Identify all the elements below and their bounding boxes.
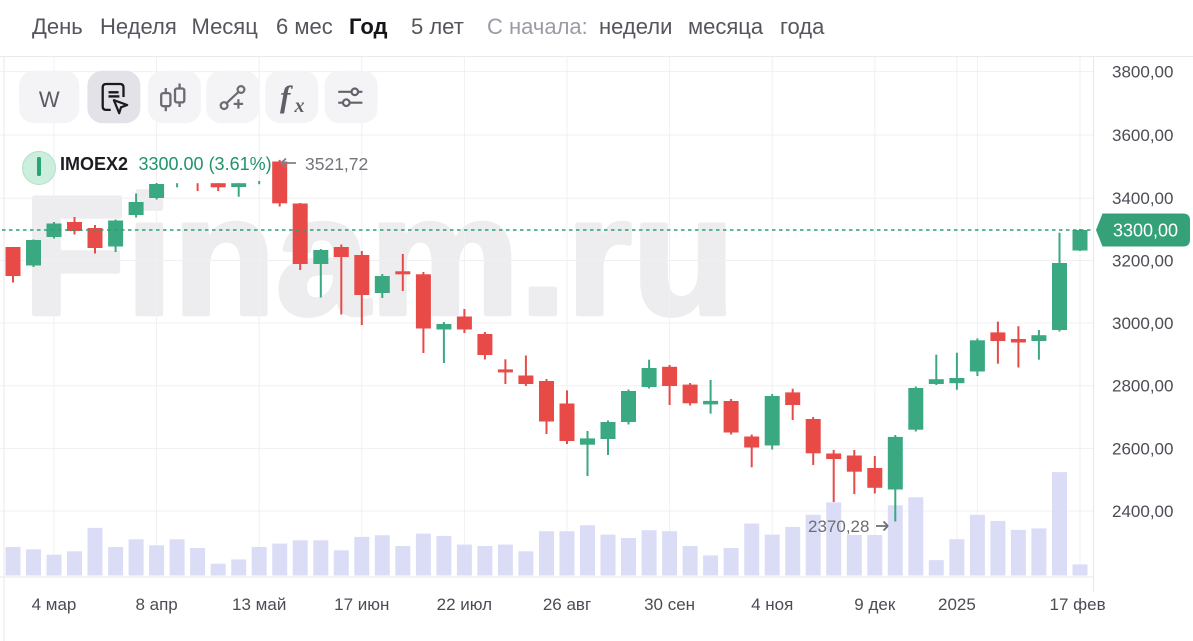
svg-text:x: x [294, 95, 305, 117]
svg-text:2400,00: 2400,00 [1112, 502, 1173, 521]
svg-text:f: f [280, 79, 293, 114]
svg-text:2025: 2025 [938, 595, 976, 614]
svg-text:3600,00: 3600,00 [1112, 126, 1173, 145]
svg-text:17 июн: 17 июн [334, 595, 389, 614]
svg-text:Finam.ru: Finam.ru [23, 161, 735, 350]
svg-text:2370,28: 2370,28 [808, 517, 869, 536]
svg-text:22 июл: 22 июл [437, 595, 492, 614]
svg-text:13 май: 13 май [232, 595, 286, 614]
svg-text:3000,00: 3000,00 [1112, 314, 1173, 333]
svg-text:8 апр: 8 апр [135, 595, 177, 614]
svg-text:4 мар: 4 мар [32, 595, 77, 614]
svg-text:3200,00: 3200,00 [1112, 252, 1173, 271]
svg-text:3800,00: 3800,00 [1112, 63, 1173, 82]
svg-text:9 дек: 9 дек [854, 595, 896, 614]
svg-text:3400,00: 3400,00 [1112, 189, 1173, 208]
svg-text:26 авг: 26 авг [543, 595, 591, 614]
svg-text:17 фев: 17 фев [1050, 595, 1106, 614]
svg-text:2800,00: 2800,00 [1112, 377, 1173, 396]
svg-text:4 ноя: 4 ноя [751, 595, 793, 614]
svg-text:30 сен: 30 сен [644, 595, 695, 614]
svg-text:3300,00: 3300,00 [1113, 221, 1178, 241]
svg-text:2600,00: 2600,00 [1112, 439, 1173, 458]
svg-text:W: W [39, 87, 60, 112]
